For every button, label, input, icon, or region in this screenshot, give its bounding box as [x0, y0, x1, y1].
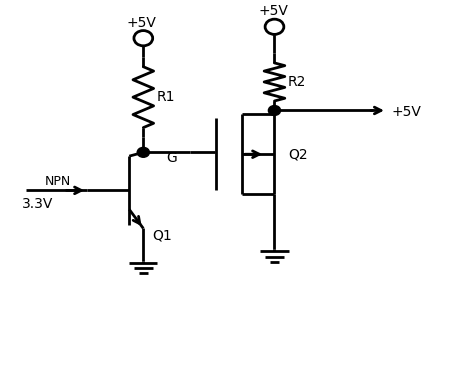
- Text: Q1: Q1: [153, 229, 173, 243]
- Circle shape: [265, 19, 284, 34]
- Text: NPN: NPN: [45, 175, 71, 188]
- Circle shape: [137, 147, 149, 157]
- Text: R1: R1: [156, 90, 175, 104]
- Text: +5V: +5V: [392, 105, 421, 119]
- Circle shape: [134, 30, 153, 46]
- Text: R2: R2: [288, 75, 306, 89]
- Text: +5V: +5V: [258, 4, 288, 18]
- Text: Q2: Q2: [289, 147, 308, 161]
- Circle shape: [268, 106, 281, 115]
- Text: G: G: [167, 151, 177, 165]
- Text: +5V: +5V: [127, 16, 157, 30]
- Text: 3.3V: 3.3V: [21, 197, 53, 210]
